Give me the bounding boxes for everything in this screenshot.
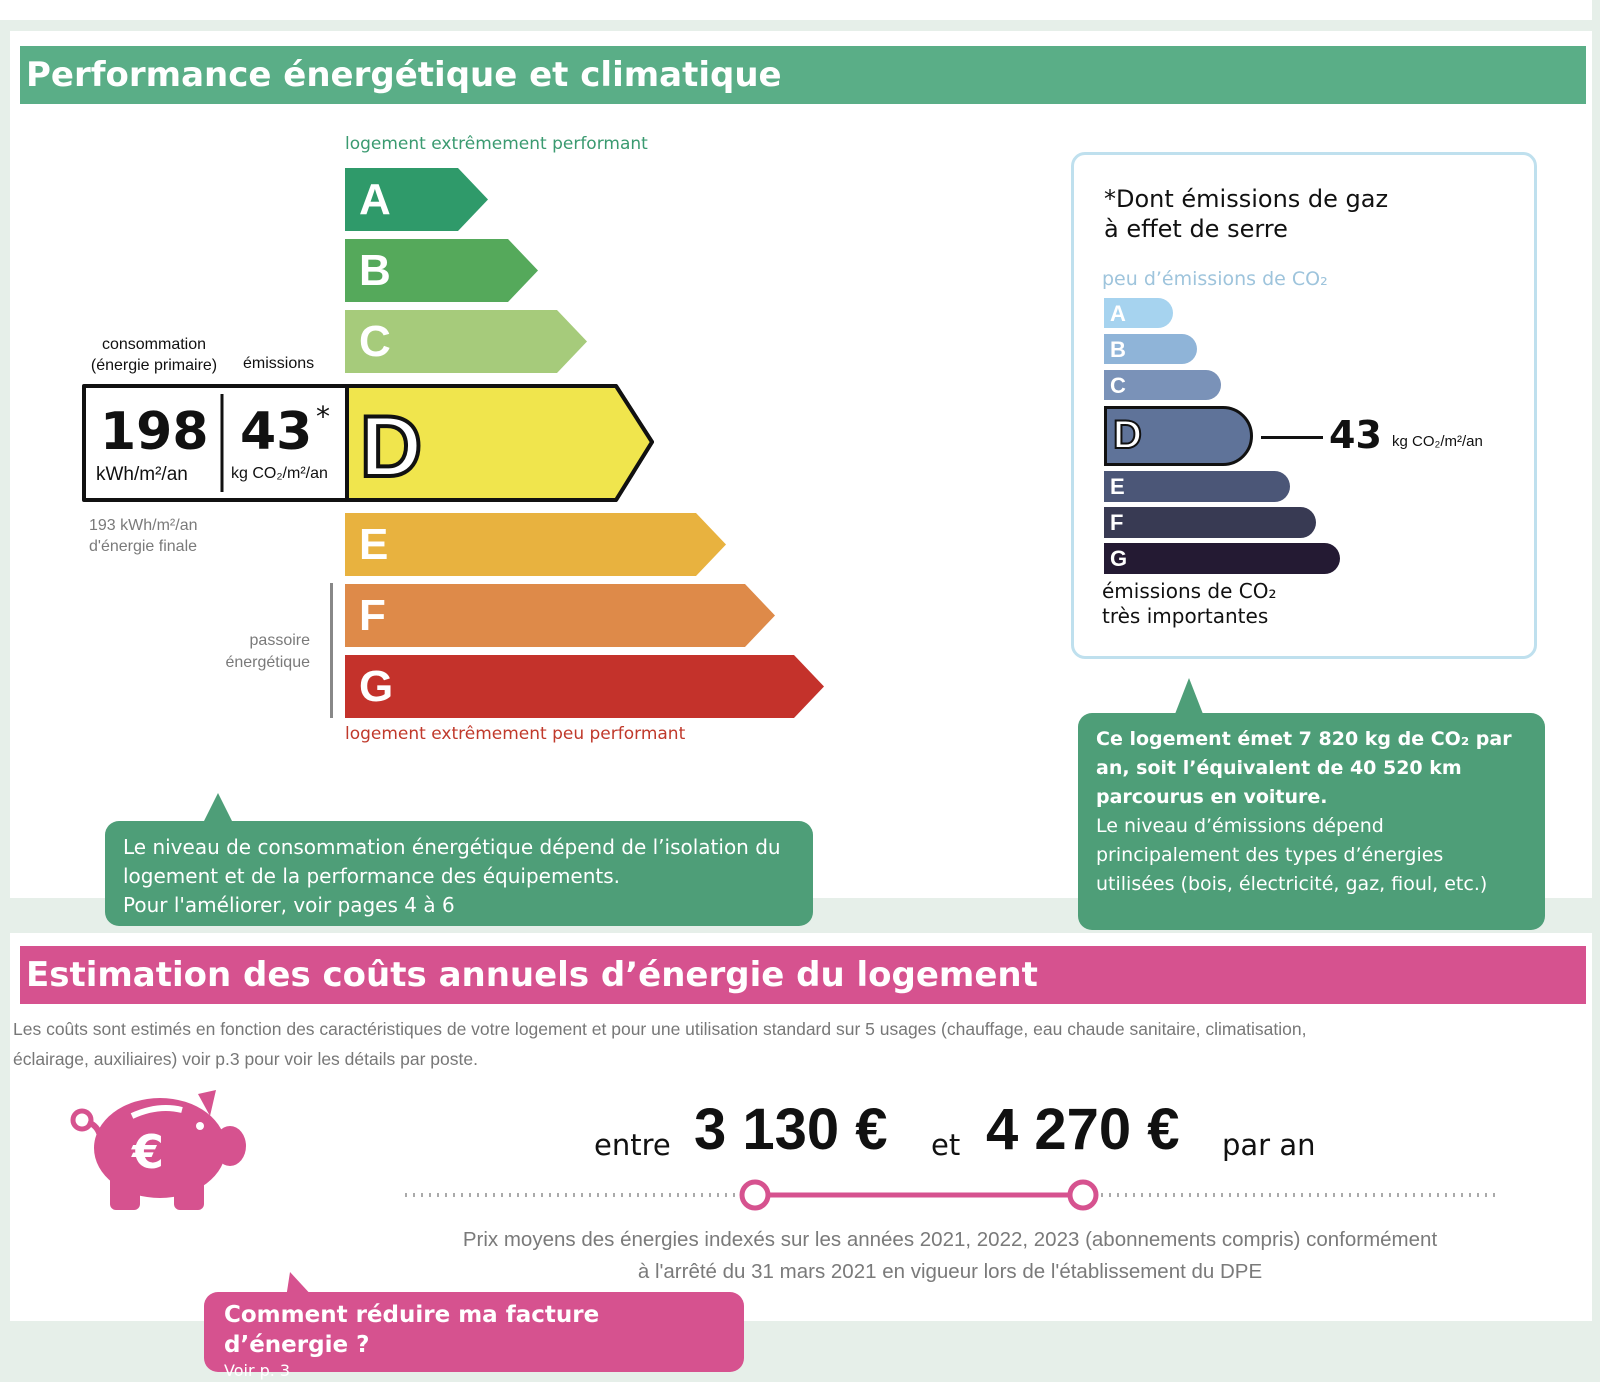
- ges-bottom-line: émissions de CO₂: [1102, 579, 1277, 603]
- ges-class-c-bar: C: [1104, 370, 1221, 400]
- desc-line: Les coûts sont estimés en fonction des c…: [13, 1019, 1307, 1039]
- ges-bottom-label: émissions de CO₂ très importantes: [1102, 579, 1277, 629]
- energy-class-f-arrow: F: [345, 584, 775, 647]
- final-energy-label: 193 kWh/m²/an d'énergie finale: [89, 515, 197, 557]
- ges-class-b-bar: B: [1104, 334, 1197, 364]
- per-year-label: par an: [1222, 1128, 1316, 1162]
- bubble-pointer: [1175, 678, 1203, 714]
- ges-bottom-line: très importantes: [1102, 604, 1269, 628]
- emissions-star: *: [316, 400, 330, 433]
- piggy-bank-euro-icon: €: [70, 1090, 246, 1210]
- class-letter: C: [1110, 373, 1126, 398]
- class-letter: E: [359, 520, 389, 569]
- bubble-line: principalement des types d’énergies: [1096, 844, 1444, 866]
- consumption-unit: kWh/m²/an: [96, 464, 188, 485]
- ges-class-a-bar: A: [1104, 298, 1173, 328]
- price-note: Prix moyens des énergies indexés sur les…: [340, 1224, 1560, 1288]
- consumption-info-bubble: Le niveau de consommation énergétique dé…: [105, 821, 813, 926]
- consumption-label-line: (énergie primaire): [90, 357, 218, 374]
- class-d-arrow: [345, 384, 654, 502]
- class-letter: C: [359, 317, 391, 366]
- ges-title-line: à effet de serre: [1104, 215, 1288, 243]
- bubble-line: Pour l'améliorer, voir pages 4 à 6: [123, 893, 455, 917]
- emissions-unit: kg CO₂/m²/an: [231, 465, 328, 482]
- range-max-handle: [1067, 1179, 1099, 1211]
- reduce-bill-title[interactable]: Comment réduire ma facture d’énergie ?: [224, 1302, 600, 1358]
- class-letter: B: [1110, 337, 1126, 362]
- ges-class-e-bar: E: [1104, 471, 1290, 502]
- reduce-bill-link[interactable]: Comment réduire ma facture d’énergie ? V…: [204, 1292, 744, 1380]
- class-letter: G: [359, 662, 394, 711]
- class-letter: G: [1110, 546, 1128, 571]
- note-line: à l'arrêté du 31 mars 2021 en vigueur lo…: [637, 1260, 1263, 1283]
- bubble-line: Le niveau de consommation énergétique dé…: [123, 835, 781, 859]
- cost-range-slider: [405, 1179, 1496, 1211]
- consumption-value: 198: [100, 402, 209, 462]
- bubble-line: utilisées (bois, électricité, gaz, fioul…: [1096, 873, 1488, 895]
- svg-text:€: €: [131, 1125, 164, 1179]
- passoire-line: énergétique: [225, 654, 310, 671]
- energy-class-e-arrow: E: [345, 513, 726, 576]
- ges-box: [1071, 152, 1537, 659]
- ges-value-leader-line: [1261, 436, 1323, 439]
- energy-class-a-arrow: A: [345, 168, 488, 231]
- between-label: entre: [594, 1128, 671, 1162]
- passoire-bracket: [330, 583, 333, 718]
- energy-class-g-arrow: G: [345, 655, 824, 718]
- emissions-label: émissions: [243, 355, 315, 372]
- passoire-line: passoire: [249, 632, 310, 649]
- class-letter: B: [359, 246, 391, 295]
- ges-unit: kg CO₂/m²/an: [1392, 433, 1483, 450]
- class-letter: D: [1112, 412, 1143, 458]
- desc-line: éclairage, auxiliaires) voir p.3 pour vo…: [13, 1049, 478, 1069]
- ges-value: 43: [1329, 413, 1382, 457]
- ges-class-g-bar: G: [1104, 543, 1340, 574]
- class-letter: A: [359, 175, 391, 224]
- top-performance-label: logement extrêmement performant: [345, 134, 648, 154]
- class-letter: F: [359, 591, 386, 640]
- max-cost: 4 270 €: [986, 1097, 1180, 1162]
- bottom-performance-label: logement extrêmement peu performant: [345, 724, 686, 744]
- final-energy-line: 193 kWh/m²/an: [89, 517, 198, 534]
- ges-class-d-bar: D: [1104, 406, 1253, 466]
- consumption-label-line: consommation: [101, 336, 207, 353]
- emissions-value: 43: [240, 402, 313, 462]
- class-letter: F: [1110, 510, 1124, 535]
- costs-description: Les coûts sont estimés en fonction des c…: [13, 1014, 1307, 1074]
- range-min-handle: [739, 1179, 771, 1211]
- and-label: et: [931, 1128, 961, 1162]
- bubble-line: Ce logement émet 7 820 kg de CO₂ par: [1096, 728, 1512, 750]
- bubble-line: an, soit l’équivalent de 40 520 km: [1096, 757, 1462, 779]
- ges-class-f-bar: F: [1104, 507, 1316, 538]
- energy-class-c-arrow: C: [345, 310, 587, 373]
- current-class-arrow: D: [82, 384, 654, 502]
- min-cost: 3 130 €: [694, 1097, 888, 1162]
- top-strip: [0, 0, 1592, 20]
- ges-title-line: *Dont émissions de gaz: [1104, 185, 1389, 213]
- passoire-label: passoire énergétique: [208, 630, 310, 674]
- final-energy-line: d'énergie finale: [89, 538, 198, 555]
- reduce-bill-page-link[interactable]: Voir p. 3: [224, 1361, 291, 1380]
- energy-section-title: Performance énergétique et climatique: [20, 46, 1586, 104]
- current-class-letter: D: [360, 399, 422, 495]
- ges-top-label: peu d’émissions de CO₂: [1102, 268, 1328, 290]
- bubble-pointer: [204, 793, 232, 821]
- ges-title: *Dont émissions de gaz à effet de serre: [1104, 184, 1388, 244]
- energy-class-b-arrow: B: [345, 239, 538, 302]
- class-letter: A: [1110, 301, 1126, 326]
- emissions-info-bubble: Ce logement émet 7 820 kg de CO₂ par an,…: [1078, 713, 1545, 930]
- costs-section-title: Estimation des coûts annuels d’énergie d…: [20, 946, 1586, 1004]
- note-line: Prix moyens des énergies indexés sur les…: [462, 1228, 1438, 1251]
- class-letter: E: [1110, 474, 1125, 499]
- bubble-line: Le niveau d’émissions dépend: [1096, 815, 1384, 837]
- bubble-line: logement et de la performance des équipe…: [123, 864, 621, 888]
- bubble-line: parcourus en voiture.: [1096, 786, 1328, 808]
- consumption-label: consommation (énergie primaire): [84, 334, 224, 376]
